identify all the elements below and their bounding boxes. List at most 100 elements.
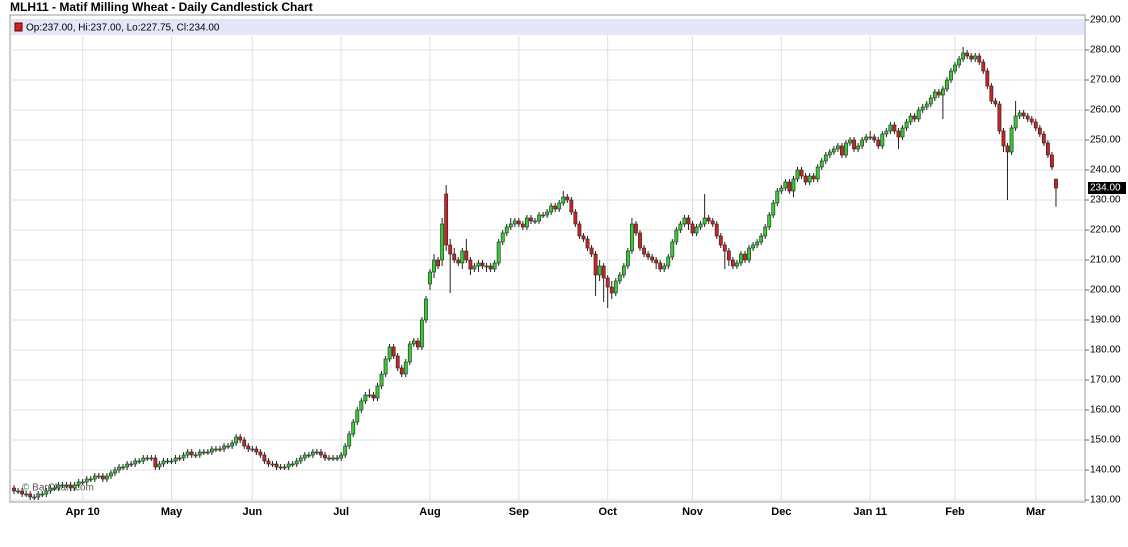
- candle-body: [246, 445, 251, 450]
- candle-body: [553, 205, 558, 210]
- candle-body: [726, 250, 731, 261]
- candle-body: [1009, 127, 1014, 153]
- candle-body: [803, 175, 808, 183]
- candle-body: [391, 346, 396, 357]
- candle-body: [630, 223, 634, 252]
- candle-body: [189, 451, 194, 456]
- candle-body: [601, 265, 606, 279]
- candle-body: [1005, 145, 1010, 153]
- candle-body: [270, 463, 275, 466]
- candle-body: [981, 61, 986, 72]
- candle-body: [44, 490, 49, 495]
- candle-body: [747, 247, 751, 261]
- candle-body: [290, 463, 295, 466]
- candle-body: [319, 451, 323, 456]
- candle-body: [117, 466, 121, 471]
- y-tick-label: 250.00: [1090, 135, 1121, 146]
- candle-body: [508, 223, 513, 228]
- candle-body: [1001, 130, 1006, 147]
- candle-body: [965, 52, 970, 57]
- candle-body: [549, 205, 554, 213]
- candle-body: [751, 244, 755, 249]
- candle-body: [387, 346, 392, 360]
- candle-body: [799, 169, 804, 177]
- candle-body: [407, 343, 412, 363]
- candle-body: [1029, 118, 1034, 123]
- y-tick-label: 150.00: [1090, 435, 1121, 446]
- candle-body: [262, 454, 267, 462]
- candle-body: [953, 64, 957, 72]
- candle-body: [973, 55, 978, 60]
- y-tick-label: 220.00: [1090, 225, 1121, 236]
- chart-title: MLH11 - Matif Milling Wheat - Daily Cand…: [10, 0, 313, 14]
- candle-body: [670, 241, 675, 258]
- candle-body: [561, 196, 566, 204]
- candle-body: [20, 490, 24, 495]
- candle-body: [545, 211, 550, 216]
- candle-body: [355, 409, 360, 423]
- candle-body: [1021, 112, 1026, 117]
- candle-body: [872, 136, 877, 141]
- candle-body: [686, 217, 691, 225]
- candle-body: [900, 127, 905, 138]
- candle-body: [436, 259, 440, 267]
- candle-body: [420, 319, 424, 348]
- candle-body: [739, 253, 743, 264]
- candle-body: [403, 361, 408, 375]
- candle-body: [230, 442, 235, 447]
- candle-body: [218, 448, 222, 451]
- candle-body: [444, 193, 449, 246]
- candle-body: [476, 262, 481, 267]
- candle-body: [141, 457, 146, 462]
- y-tick-label: 140.00: [1090, 465, 1121, 476]
- candle-body: [496, 241, 501, 264]
- candle-body: [100, 475, 105, 480]
- candle-body: [868, 136, 873, 139]
- candle-body: [856, 145, 860, 150]
- candle-body: [169, 460, 174, 463]
- x-tick-label: Jan 11: [853, 506, 887, 518]
- candle-body: [161, 460, 166, 465]
- candle-body: [892, 124, 897, 132]
- candle-body: [928, 97, 933, 105]
- candle-body: [654, 259, 659, 264]
- candle-body: [516, 220, 521, 225]
- candle-body: [424, 298, 428, 321]
- candle-body: [593, 253, 598, 276]
- candle-body: [464, 250, 469, 261]
- candle-body: [557, 202, 562, 210]
- candle-body: [949, 70, 953, 81]
- candle-body: [1050, 154, 1054, 168]
- candle-body: [242, 439, 247, 447]
- candle-body: [306, 454, 311, 457]
- candle-body: [181, 454, 186, 459]
- y-tick-label: 160.00: [1090, 405, 1121, 416]
- candle-body: [763, 226, 768, 237]
- candle-body: [56, 484, 61, 489]
- candle-body: [569, 199, 574, 213]
- candle-body: [520, 223, 525, 228]
- candle-body: [383, 358, 388, 375]
- candle-body: [541, 214, 545, 217]
- candle-body: [807, 175, 812, 183]
- candle-body: [339, 454, 344, 459]
- candle-body: [347, 433, 352, 447]
- candle-body: [40, 493, 45, 496]
- candle-body: [823, 154, 828, 162]
- candle-body: [940, 88, 945, 96]
- candle-body: [1013, 115, 1018, 129]
- candle-body: [779, 187, 784, 192]
- candle-body: [997, 103, 1002, 132]
- candle-body: [12, 487, 16, 492]
- candle-body: [84, 478, 89, 483]
- candle-body: [500, 232, 505, 243]
- candles: [12, 47, 1058, 500]
- candle-body: [932, 91, 937, 99]
- candle-body: [961, 52, 965, 60]
- x-tick-label: Jun: [243, 506, 263, 518]
- candle-body: [32, 496, 37, 499]
- y-tick-label: 260.00: [1090, 105, 1121, 116]
- candle-body: [775, 190, 780, 204]
